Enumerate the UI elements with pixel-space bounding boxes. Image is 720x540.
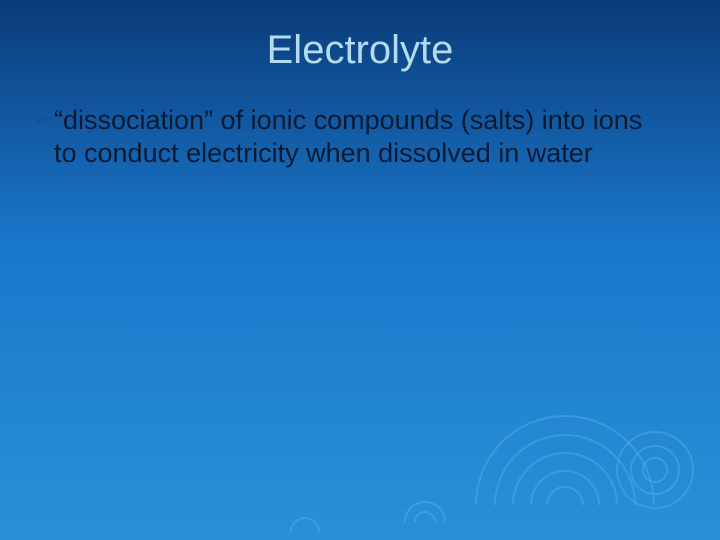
- bullet-item: ➢“dissociation” of ionic compounds (salt…: [32, 104, 652, 170]
- slide-title: Electrolyte: [0, 28, 720, 73]
- slide: Electrolyte ➢“dissociation” of ionic com…: [0, 0, 720, 540]
- bullet-text: “dissociation” of ionic compounds (salts…: [54, 104, 652, 170]
- ripple-decoration: [0, 0, 720, 540]
- bullet-marker-icon: ➢: [32, 109, 54, 130]
